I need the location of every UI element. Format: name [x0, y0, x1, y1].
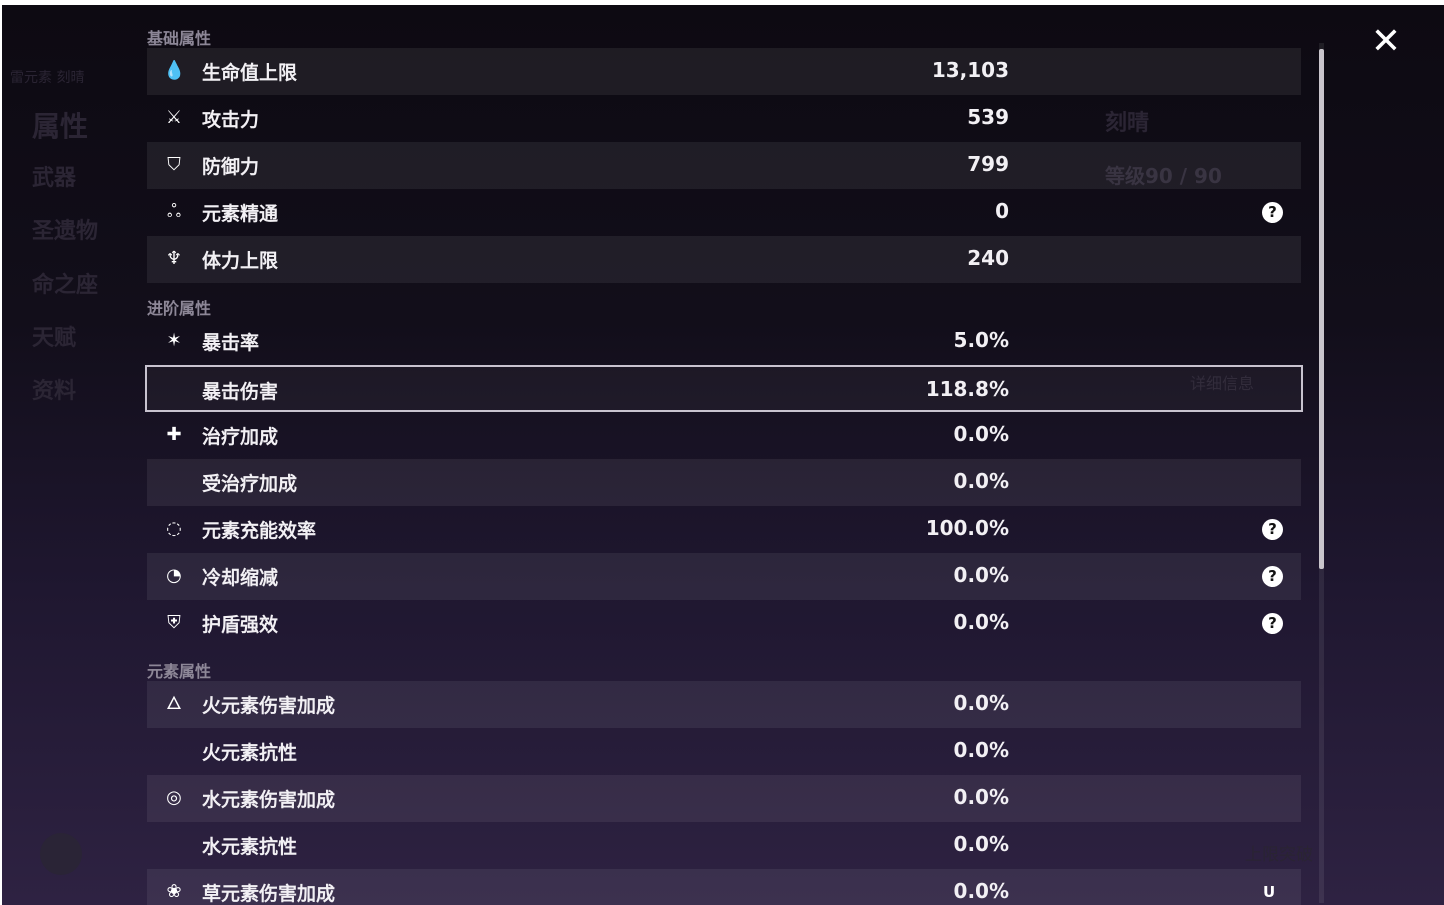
stat-value: 0.0%: [953, 610, 1009, 634]
stat-label: 受治疗加成: [202, 473, 298, 495]
stat-row[interactable]: ⚔ 攻击力 539: [147, 95, 1301, 142]
bg-ascend-button: 上限突破: [1245, 845, 1313, 865]
pyro-icon: 🜂: [166, 693, 182, 714]
stat-label: 护盾强效: [202, 614, 279, 636]
uid-label: U: [1263, 883, 1276, 901]
crit-rate-icon: ✶: [166, 330, 182, 351]
stat-label: 暴击率: [202, 332, 260, 354]
section-title: 基础属性: [147, 29, 212, 48]
stat-value: 5.0%: [953, 328, 1009, 352]
stat-value: 0.0%: [953, 832, 1009, 856]
bg-character-name: 刻晴: [1105, 111, 1150, 136]
stat-value: 0.0%: [953, 879, 1009, 903]
energy-recharge-icon: ◌: [166, 518, 182, 539]
stat-value: 13,103: [931, 58, 1009, 82]
stat-value: 539: [967, 105, 1009, 129]
stat-label: 草元素伤害加成: [202, 883, 336, 905]
dendro-icon: ❀: [166, 881, 182, 902]
bg-menu-constellation: 命之座: [32, 273, 99, 298]
bg-menu-weapon: 武器: [32, 166, 77, 191]
stat-value: 100.0%: [925, 516, 1009, 540]
stat-label: 元素充能效率: [202, 520, 317, 542]
shield-strength-icon: ⛨: [167, 612, 181, 633]
bg-element-title: 雷元素 刻晴: [10, 70, 85, 86]
bg-menu-talents: 天赋: [32, 326, 77, 351]
stat-row[interactable]: ♆ 体力上限 240: [147, 236, 1301, 283]
stat-label: 攻击力: [202, 109, 260, 131]
hydro-icon: ◎: [166, 787, 182, 808]
grid-menu-icon: [40, 833, 82, 875]
help-icon[interactable]: ?: [1262, 519, 1283, 540]
stat-label: 防御力: [202, 156, 260, 178]
shield-icon: ⛉: [167, 154, 181, 175]
stat-row[interactable]: 💧 生命值上限 13,103: [147, 48, 1301, 95]
character-screen: 雷元素 刻晴 属性 武器 圣遗物 命之座 天赋 资料 刻晴 等级90 / 90 …: [2, 5, 1444, 905]
bg-menu-artifacts: 圣遗物: [32, 219, 99, 244]
section-title: 进阶属性: [147, 299, 212, 318]
stat-label: 水元素抗性: [202, 836, 298, 858]
section-title: 元素属性: [147, 662, 212, 681]
close-button[interactable]: ✕: [1370, 21, 1402, 62]
stat-row[interactable]: 🜂 火元素伤害加成 0.0%: [147, 681, 1301, 728]
stat-label: 生命值上限: [202, 62, 298, 84]
stat-label: 火元素伤害加成: [202, 695, 336, 717]
stat-value: 0.0%: [953, 563, 1009, 587]
stat-row[interactable]: ⛨ 护盾强效 0.0%?: [147, 600, 1301, 647]
stat-value: 240: [967, 246, 1009, 270]
stat-value: 0.0%: [953, 469, 1009, 493]
elemental-mastery-icon: ஃ: [166, 201, 182, 222]
stamina-icon: ♆: [165, 248, 183, 269]
stat-value: 118.8%: [925, 377, 1009, 401]
stat-row[interactable]: ✶ 暴击率 5.0%: [147, 318, 1301, 365]
bg-level: 等级90 / 90: [1105, 164, 1222, 188]
stat-value: 0.0%: [953, 785, 1009, 809]
stat-value: 0: [995, 199, 1009, 223]
stat-label: 暴击伤害: [202, 381, 279, 403]
stat-label: 治疗加成: [202, 426, 279, 448]
stat-row[interactable]: 受治疗加成 0.0%: [147, 459, 1301, 506]
help-icon[interactable]: ?: [1262, 566, 1283, 587]
stat-row[interactable]: 水元素抗性 0.0%: [147, 822, 1301, 869]
stat-row[interactable]: 暴击伤害 118.8%: [145, 365, 1303, 412]
stat-value: 0.0%: [953, 422, 1009, 446]
stat-label: 水元素伤害加成: [202, 789, 336, 811]
sword-icon: ⚔: [165, 107, 183, 128]
scrollbar-thumb[interactable]: [1319, 49, 1324, 569]
stat-value: 0.0%: [953, 691, 1009, 715]
stat-label: 元素精通: [202, 203, 279, 225]
stat-row[interactable]: ஃ 元素精通 0?: [147, 189, 1301, 236]
stat-value: 0.0%: [953, 738, 1009, 762]
cooldown-icon: ◔: [166, 565, 182, 586]
stat-label: 冷却缩减: [202, 567, 279, 589]
scrollbar[interactable]: [1319, 43, 1324, 903]
bg-menu-attributes: 属性: [32, 110, 89, 143]
stat-row[interactable]: ◔ 冷却缩减 0.0%?: [147, 553, 1301, 600]
stat-row[interactable]: ✚ 治疗加成 0.0%: [147, 412, 1301, 459]
stat-label: 火元素抗性: [202, 742, 298, 764]
help-icon[interactable]: ?: [1262, 202, 1283, 223]
stat-row[interactable]: ◌ 元素充能效率 100.0%?: [147, 506, 1301, 553]
stat-label: 体力上限: [202, 250, 279, 272]
hp-drop-icon: 💧: [163, 60, 186, 81]
stat-row[interactable]: ⛉ 防御力 799: [147, 142, 1301, 189]
help-icon[interactable]: ?: [1262, 613, 1283, 634]
stat-row[interactable]: ❀ 草元素伤害加成 0.0%: [147, 869, 1301, 905]
bg-detail-button: 详细信息: [1190, 374, 1255, 393]
stat-value: 799: [967, 152, 1009, 176]
stat-row[interactable]: 火元素抗性 0.0%: [147, 728, 1301, 775]
stat-row[interactable]: ◎ 水元素伤害加成 0.0%: [147, 775, 1301, 822]
bg-menu-profile: 资料: [32, 379, 77, 404]
healing-cross-icon: ✚: [166, 424, 182, 445]
